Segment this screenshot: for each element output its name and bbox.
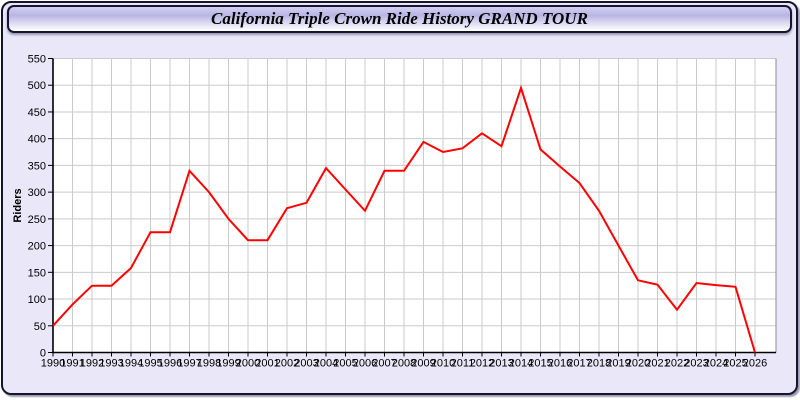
x-tick-label: 1994 xyxy=(119,358,143,370)
x-tick-label: 1993 xyxy=(99,358,123,370)
x-tick-label: 1999 xyxy=(216,358,240,370)
x-tick-label: 1995 xyxy=(138,358,162,370)
x-tick-label: 2020 xyxy=(626,358,650,370)
x-tick-label: 2008 xyxy=(392,358,416,370)
page-title: California Triple Crown Ride History GRA… xyxy=(211,9,588,28)
x-tick-label: 2013 xyxy=(489,358,513,370)
x-tick-label: 2003 xyxy=(294,358,318,370)
x-tick-label: 2005 xyxy=(333,358,357,370)
y-tick-label: 150 xyxy=(28,267,46,279)
y-tick-label: 500 xyxy=(28,80,46,92)
y-tick-label: 100 xyxy=(28,294,46,306)
x-tick-label: 2025 xyxy=(723,358,747,370)
y-tick-label: 300 xyxy=(28,187,46,199)
x-tick-label: 2006 xyxy=(353,358,377,370)
x-tick-label: 2015 xyxy=(528,358,552,370)
x-tick-label: 1990 xyxy=(41,358,65,370)
x-tick-label: 2004 xyxy=(314,358,338,370)
y-tick-label: 250 xyxy=(28,214,46,226)
x-tick-label: 2019 xyxy=(606,358,630,370)
x-tick-label: 1998 xyxy=(197,358,221,370)
x-tick-label: 2023 xyxy=(684,358,708,370)
x-tick-label: 1996 xyxy=(158,358,182,370)
y-tick-label: 350 xyxy=(28,160,46,172)
y-tick-label: 550 xyxy=(28,54,46,66)
x-tick-label: 2011 xyxy=(451,358,475,370)
plot-area xyxy=(53,58,776,353)
x-tick-label: 1992 xyxy=(80,358,104,370)
x-tick-label: 2009 xyxy=(411,358,435,370)
y-tick-label: 0 xyxy=(40,348,46,360)
x-tick-label: 2002 xyxy=(275,358,299,370)
y-tick-label: 200 xyxy=(28,241,46,253)
x-tick-label: 2024 xyxy=(704,358,728,370)
y-tick-label: 50 xyxy=(34,321,46,333)
x-tick-label: 1991 xyxy=(60,358,84,370)
x-tick-label: 2016 xyxy=(548,358,572,370)
x-tick-label: 2021 xyxy=(645,358,669,370)
y-axis-title: Riders xyxy=(12,188,24,222)
riders-series-line xyxy=(52,84,756,353)
title-bar: California Triple Crown Ride History GRA… xyxy=(7,5,792,33)
x-tick-label: 2000 xyxy=(236,358,260,370)
x-tick-label: 2014 xyxy=(509,358,533,370)
x-tick-label: 2017 xyxy=(567,358,591,370)
x-tick-label: 2026 xyxy=(743,358,767,370)
x-tick-label: 2018 xyxy=(587,358,611,370)
x-tick-label: 2012 xyxy=(470,358,494,370)
x-tick-label: 2022 xyxy=(665,358,689,370)
x-tick-label: 2001 xyxy=(255,358,279,370)
x-tick-label: 1997 xyxy=(177,358,201,370)
x-tick-label: 2007 xyxy=(372,358,396,370)
y-tick-label: 450 xyxy=(28,107,46,119)
x-tick-label: 2010 xyxy=(431,358,455,370)
y-tick-label: 400 xyxy=(28,134,46,146)
